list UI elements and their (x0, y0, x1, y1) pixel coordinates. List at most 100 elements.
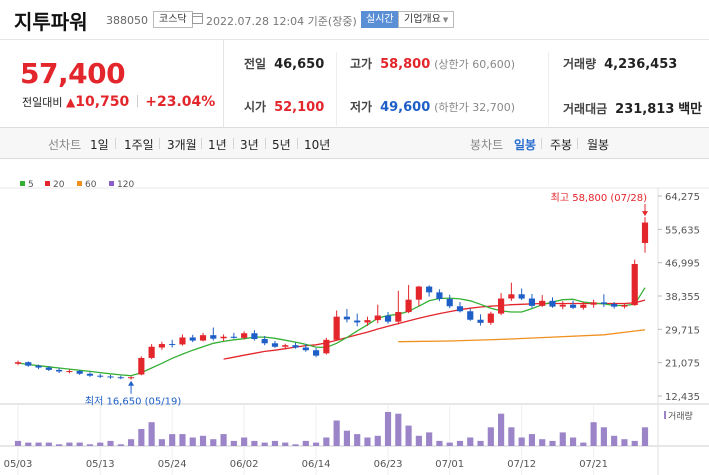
divider (548, 52, 549, 126)
lower-limit: (하한가 32,700) (434, 101, 516, 114)
volume-bar (343, 430, 351, 446)
volume-bar (384, 412, 392, 446)
volume-bar (107, 440, 114, 446)
volume-bar (45, 442, 52, 446)
realtime-button[interactable]: 실시간 (361, 11, 399, 28)
divider (115, 138, 116, 149)
volume-bar (641, 427, 649, 446)
volume-bar (76, 442, 83, 446)
candle-body (343, 316, 351, 320)
volume-legend-swatch (664, 411, 666, 419)
volume-bar (97, 442, 104, 446)
high-arrow-icon (642, 211, 648, 217)
candle-body (86, 373, 94, 376)
tab-3month[interactable]: 3개월 (167, 138, 197, 152)
candle-body (323, 339, 330, 354)
candle-body (230, 336, 237, 338)
volume-bar (282, 442, 289, 446)
stat-label: 저가 (350, 100, 373, 114)
volume-bar (210, 439, 217, 446)
candle-body (210, 335, 217, 339)
candle-body (436, 292, 443, 299)
volume-bar (374, 435, 381, 446)
ma20-line (223, 299, 646, 360)
candle-body (333, 316, 340, 340)
stat-value: 52,100 (274, 100, 325, 115)
volume-bar (631, 440, 638, 446)
volume-bar (333, 420, 340, 446)
x-tick-label: 07/01 (435, 459, 464, 470)
x-tick-label: 07/12 (507, 459, 536, 470)
tab-3year[interactable]: 3년 (240, 138, 259, 152)
candle-body (549, 300, 556, 307)
candle-body (251, 333, 258, 340)
chevron-down-icon: ▼ (442, 16, 449, 24)
stat-amount: 거래대금 231,813 백만 (563, 98, 702, 117)
tab-10year[interactable]: 10년 (304, 138, 331, 152)
candle-body (456, 306, 464, 312)
candle-body (107, 376, 114, 378)
candle-body (261, 339, 268, 344)
candle-body (302, 347, 309, 351)
stock-code: 388050 (106, 14, 148, 27)
y-tick-label: 29,715 (665, 325, 700, 336)
volume-bar (364, 437, 371, 446)
y-tick-label: 64,275 (665, 192, 700, 203)
change-label: 전일대비 (22, 96, 63, 109)
ma60-line (398, 329, 646, 343)
candle-body (117, 377, 124, 379)
volume-bar (302, 440, 309, 446)
candle-chart-label[interactable]: 봉차트 (470, 138, 504, 152)
candle-body (169, 344, 176, 346)
legend-label-ma120: 120 (117, 180, 134, 190)
tab-monthly[interactable]: 월봉 (587, 138, 610, 152)
tab-1year[interactable]: 1년 (208, 138, 227, 152)
divider (201, 138, 202, 149)
tab-1week[interactable]: 1주일 (124, 138, 154, 152)
volume-bar (569, 437, 577, 446)
price-panel: 57,400 전일대비 ▲10,750 +23.04% 전일 46,650 시가 5… (0, 40, 709, 138)
tab-1day[interactable]: 1일 (90, 138, 109, 152)
candle-body (426, 286, 433, 293)
volume-bar (600, 427, 607, 446)
stat-volume: 거래량 4,236,453 (563, 55, 677, 72)
divider (336, 52, 337, 126)
volume-bar (199, 435, 207, 446)
volume-bar (169, 434, 176, 446)
volume-bar (467, 437, 474, 446)
stat-label: 전일 (244, 57, 267, 71)
y-tick-label: 38,355 (665, 292, 700, 303)
tab-5year[interactable]: 5년 (272, 138, 291, 152)
volume-bar (292, 444, 299, 446)
legend-swatch-ma5 (20, 181, 25, 186)
candle-body (354, 320, 361, 323)
divider (265, 138, 266, 149)
candle-body (621, 305, 628, 307)
line-chart-label[interactable]: 선차트 (48, 138, 82, 152)
candlestick-chart-svg[interactable]: 5 20 60 120 64,275 55,635 46,995 38,355 29,715 21… (0, 174, 709, 475)
volume-bar (189, 437, 196, 446)
y-tick-label: 46,995 (665, 259, 700, 270)
candle-body (138, 357, 145, 375)
stat-label: 고가 (350, 57, 373, 71)
volume-bar (35, 442, 42, 446)
x-tick-label: 07/21 (579, 459, 608, 470)
stat-label: 시가 (244, 100, 267, 114)
company-info-dropdown[interactable]: 기업개요 ▼ (398, 11, 455, 28)
candle-body (148, 346, 155, 358)
candle-body (446, 298, 453, 307)
tab-daily[interactable]: 일봉 (514, 138, 537, 152)
legend-label-ma5: 5 (28, 180, 34, 190)
candle-body (498, 298, 505, 314)
candle-body (189, 337, 196, 341)
volume-bar (498, 413, 505, 446)
stock-chart[interactable]: 5 20 60 120 64,275 55,635 46,995 38,355 29,715 21… (0, 174, 709, 475)
tab-weekly[interactable]: 주봉 (550, 138, 573, 152)
x-tick-label: 05/24 (158, 459, 187, 470)
candle-body (539, 300, 546, 306)
low-arrow-icon (128, 380, 135, 386)
divider (541, 138, 542, 149)
y-tick-label: 55,635 (665, 225, 700, 236)
volume-bar (127, 439, 135, 446)
candle-body (35, 365, 42, 368)
